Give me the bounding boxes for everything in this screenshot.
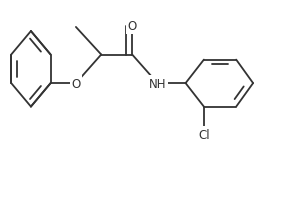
- Text: NH: NH: [149, 77, 166, 90]
- Text: O: O: [71, 77, 81, 90]
- Text: Cl: Cl: [198, 128, 210, 141]
- Text: O: O: [128, 20, 137, 33]
